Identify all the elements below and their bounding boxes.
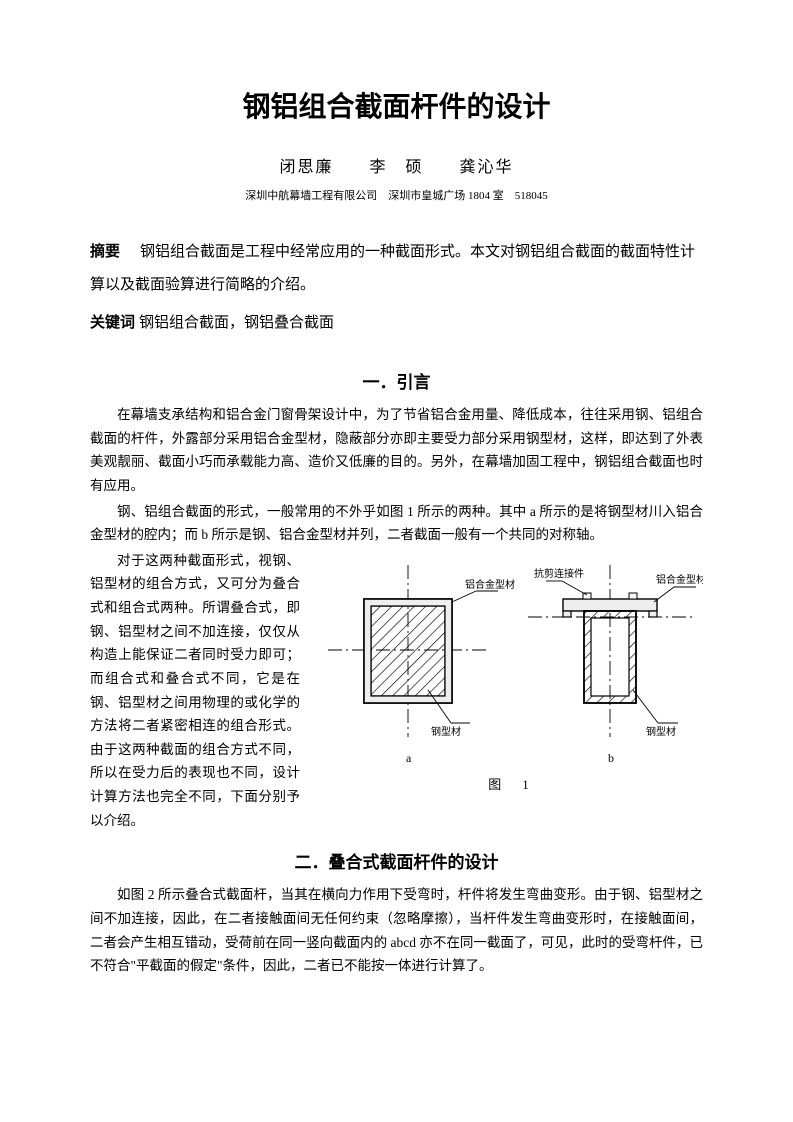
fig1-b-al-label: 铝合金型材 — [656, 573, 703, 586]
fig1-a-steel-label: 钢型材 — [431, 725, 461, 738]
abstract: 摘要钢铝组合截面是工程中经常应用的一种截面形式。本文对钢铝组合截面的截面特性计算… — [90, 235, 703, 302]
paragraph: 对于这两种截面形式，视钢、铝型材的组合方式，又可分为叠合式和组合式两种。所谓叠合… — [90, 549, 300, 833]
abstract-text: 钢铝组合截面是工程中经常应用的一种截面形式。本文对钢铝组合截面的截面特性计算以及… — [90, 244, 695, 293]
keywords-text: 钢铝组合截面，钢铝叠合截面 — [139, 315, 334, 331]
keywords-label: 关键词 — [90, 314, 135, 331]
fig1-tag-b: b — [608, 751, 614, 765]
section-1-heading: 一．引言 — [90, 368, 703, 393]
authors: 闭思廉 李 硕 龚沁华 — [90, 153, 703, 177]
abstract-label: 摘要 — [90, 243, 120, 260]
figure-1: 铝合金型材 钢型材 a — [318, 555, 703, 793]
fig1-a-al-label: 铝合金型材 — [465, 578, 515, 591]
affiliation: 深圳中航幕墙工程有限公司 深圳市皇城广场 1804 室 518045 — [90, 187, 703, 203]
paragraph: 钢、铝组合截面的形式，一般常用的不外乎如图 1 所示的两种。其中 a 所示的是将… — [90, 500, 703, 547]
paragraph: 在幕墙支承结构和铝合金门窗骨架设计中，为了节省铝合金用量、降低成本，往往采用钢、… — [90, 403, 703, 498]
paragraph: 如图 2 所示叠合式截面杆，当其在横向力作用下受弯时，杆件将发生弯曲变形。由于钢… — [90, 883, 703, 978]
keywords: 关键词钢铝组合截面，钢铝叠合截面 — [90, 308, 703, 338]
fig1-b-anti-label: 抗剪连接件 — [534, 567, 584, 580]
paper-title: 钢铝组合截面杆件的设计 — [90, 85, 703, 125]
fig1-b-steel-label: 钢型材 — [646, 725, 676, 738]
figure-1-caption: 图 1 — [318, 774, 703, 793]
section-2-heading: 二．叠合式截面杆件的设计 — [90, 848, 703, 873]
fig1-tag-a: a — [406, 751, 412, 765]
